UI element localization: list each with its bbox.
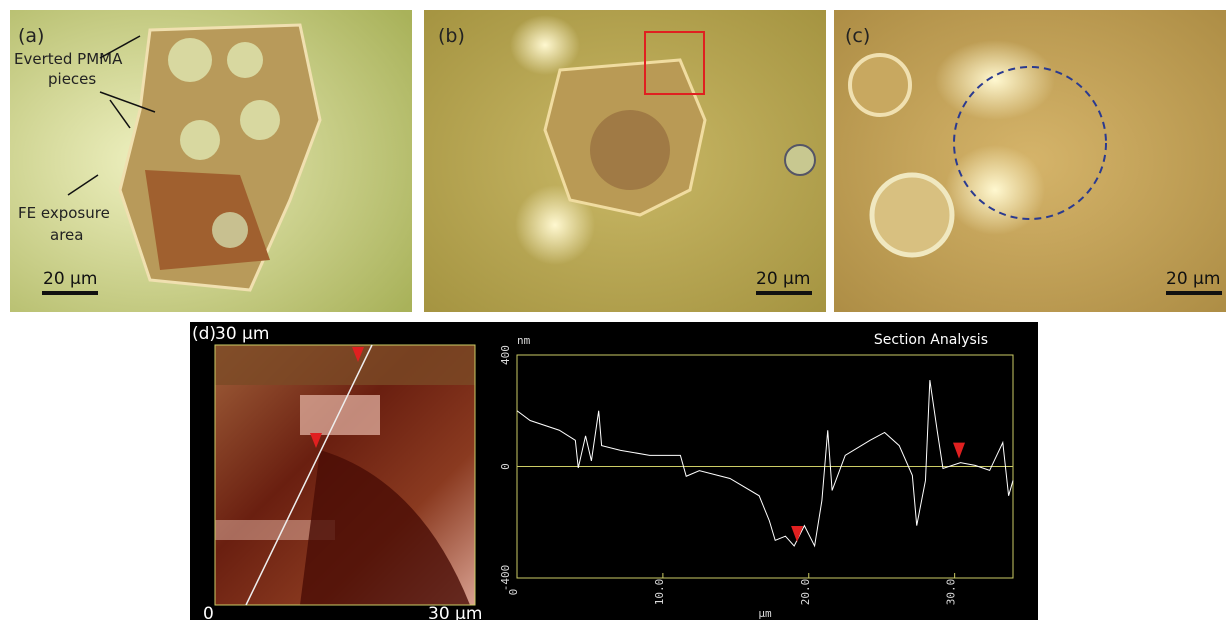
micrograph-b xyxy=(424,10,826,312)
afm-scale-label: 30 μm xyxy=(428,604,482,620)
annotation: FE exposure xyxy=(18,204,110,222)
y-axis-unit: nm xyxy=(517,334,531,347)
scale-bar xyxy=(756,291,812,295)
y-tick-label: 400 xyxy=(499,345,512,365)
panel-label: (d) xyxy=(192,324,216,344)
scale-bar-label: 20 μm xyxy=(1166,269,1220,289)
x-tick-label: 20.0 xyxy=(799,579,812,606)
annotation: pieces xyxy=(48,70,96,88)
afm-origin-label: 0 xyxy=(203,604,214,620)
y-tick-label: 0 xyxy=(499,463,512,470)
panel-label: (b) xyxy=(438,25,465,47)
panel-label: (c) xyxy=(845,25,870,47)
panel-label: (a) xyxy=(18,25,44,47)
scale-bar-label: 20 μm xyxy=(43,269,97,289)
x-tick-label: 0 xyxy=(507,589,520,596)
afm-image xyxy=(215,345,475,605)
annotation: Everted PMMA xyxy=(14,50,123,68)
figure: (a) Everted PMMA pieces FE exposure area… xyxy=(0,0,1226,620)
y-tick-label: -400 xyxy=(499,565,512,592)
x-axis-label: μm xyxy=(758,607,772,620)
scale-bar xyxy=(1166,291,1222,295)
afm-scale-label: 30 μm xyxy=(215,324,269,344)
micrograph-c xyxy=(834,10,1226,312)
scale-bar-label: 20 μm xyxy=(756,269,810,289)
x-tick-label: 30.0 xyxy=(945,579,958,606)
annotation: area xyxy=(50,226,83,244)
x-tick-label: 10.0 xyxy=(653,579,666,606)
chart-title: Section Analysis xyxy=(874,332,988,348)
scale-bar xyxy=(42,291,98,295)
